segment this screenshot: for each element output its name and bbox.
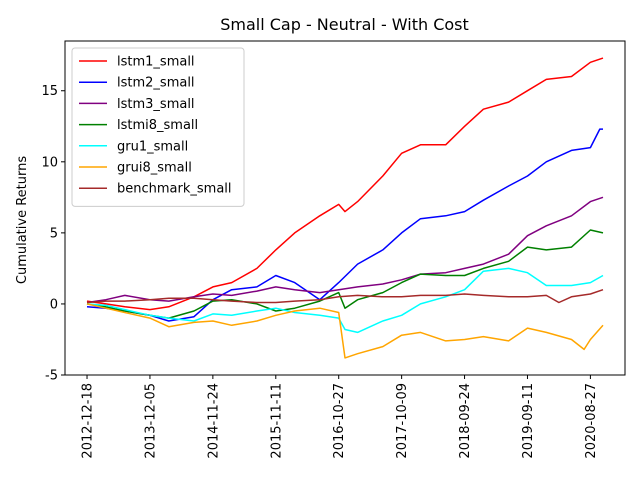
legend-label: lstm3_small <box>117 97 195 112</box>
legend-label: grui8_small <box>117 161 192 176</box>
y-axis-label: Cumulative Returns <box>15 156 30 284</box>
y-tick-label: 5 <box>50 226 58 241</box>
series-line-gru1_small <box>86 267 604 334</box>
x-tick-label: 2019-09-11 <box>521 383 536 459</box>
legend-box <box>71 47 245 207</box>
legend-label: gru1_small <box>117 139 188 154</box>
x-tick-label: 2014-11-24 <box>206 383 221 459</box>
ticks-layer: -5 0 5 10 15 2012-12-18 2013-12-05 2014-11-24 20… <box>41 84 598 458</box>
chart-title: Small Cap - Neutral - With Cost <box>220 15 469 34</box>
x-tick-label: 2018-09-24 <box>458 383 473 459</box>
y-tick-label: 10 <box>41 155 58 170</box>
plot-frame <box>64 40 626 376</box>
series-line-grui8_small <box>86 303 604 359</box>
series-line-lstm1_small <box>86 57 604 311</box>
series-line-benchmark_small <box>86 288 604 304</box>
legend-label: lstmi8_small <box>117 118 198 133</box>
legend: lstm1_small lstm2_small lstm3_small lstmi8_… <box>71 47 245 207</box>
x-tick-label: 2016-10-27 <box>332 383 347 459</box>
y-tick-label: 0 <box>50 297 58 312</box>
series-layer <box>86 57 604 359</box>
y-tick-label: -5 <box>45 369 58 384</box>
x-tick-label: 2020-08-27 <box>584 383 599 459</box>
x-tick-label: 2012-12-18 <box>81 383 96 459</box>
x-tick-label: 2013-12-05 <box>143 383 158 459</box>
legend-label: lstm2_small <box>117 76 195 91</box>
series-line-lstmi8_small <box>86 229 604 319</box>
x-tick-label: 2017-10-09 <box>395 383 410 459</box>
series-line-lstm3_small <box>86 196 604 304</box>
legend-label: benchmark_small <box>117 182 232 197</box>
x-tick-label: 2015-11-11 <box>269 383 284 459</box>
legend-label: lstm1_small <box>117 55 195 70</box>
y-tick-label: 15 <box>41 84 58 99</box>
